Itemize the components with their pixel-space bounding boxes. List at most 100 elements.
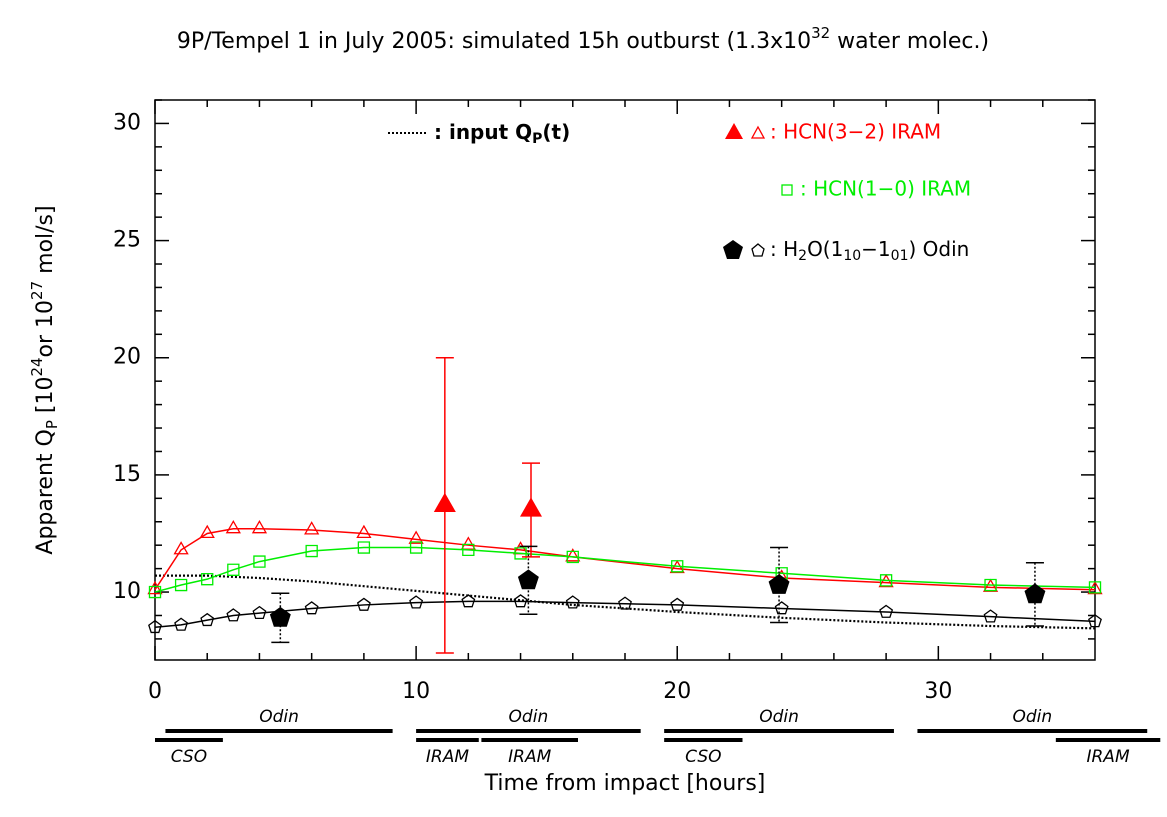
marker (879, 574, 893, 587)
window-label: CSO (685, 747, 721, 767)
x-tick-label: 10 (402, 679, 430, 704)
marker (252, 605, 267, 620)
window-label: IRAM (508, 747, 551, 767)
title-sup: 32 (811, 24, 830, 42)
series-line (154, 546, 1096, 593)
legend-label: : HCN(1−0) IRAM (800, 177, 971, 201)
window-label: Odin (509, 707, 549, 727)
marker (1088, 614, 1102, 628)
window-label: CSO (171, 747, 207, 767)
series-line (155, 574, 1096, 630)
y-axis-label: Apparent QP [1024or 1027 mol/s] (28, 205, 61, 554)
window-label: IRAM (1086, 747, 1129, 767)
legend-label: : input QP(t) (434, 120, 570, 148)
legend-label: : HCN(3−2) IRAM (770, 120, 941, 144)
y-tick-label: 25 (113, 228, 141, 253)
series-line (154, 528, 1096, 591)
legend-sub: 10 (843, 248, 861, 264)
marker (566, 550, 579, 564)
window-label: Odin (259, 707, 299, 727)
marker (148, 585, 162, 599)
marker (461, 594, 476, 608)
legend-part: : H (770, 237, 798, 261)
legend-label: : H2O(110−101) Odin (770, 237, 969, 265)
x-tick-label: 20 (663, 679, 691, 704)
marker (304, 601, 319, 615)
marker (768, 574, 790, 594)
y-tick-label: 15 (113, 462, 141, 487)
legend-part: (t) (542, 120, 570, 144)
marker (513, 594, 528, 608)
marker (174, 578, 188, 592)
legend-part: : input Q (434, 120, 532, 144)
marker (356, 524, 372, 539)
ylabel-sup: 24 (28, 357, 46, 376)
marker (462, 543, 475, 557)
legend-marker (723, 240, 743, 259)
marker (147, 580, 163, 595)
x-axis-label: Time from impact [hours] (484, 771, 766, 796)
error-bar (1025, 562, 1044, 627)
marker (305, 544, 318, 558)
legend-part: ) Odin (908, 237, 969, 261)
marker (670, 597, 685, 611)
marker (200, 612, 215, 627)
marker (1088, 581, 1102, 594)
marker (671, 560, 684, 573)
ylabel-part: [10 (33, 377, 58, 421)
marker (983, 609, 998, 623)
marker (199, 524, 215, 539)
window-label: IRAM (426, 747, 469, 767)
marker (409, 595, 424, 609)
legend-sub: P (532, 131, 542, 147)
marker (565, 595, 580, 609)
ylabel-sup: 27 (28, 281, 46, 300)
marker (408, 530, 424, 544)
x-tick-label: 0 (148, 679, 162, 704)
marker (356, 597, 371, 611)
marker (514, 547, 527, 560)
ylabel-part: mol/s] (33, 205, 58, 280)
marker (227, 563, 240, 576)
marker (173, 541, 189, 555)
marker (775, 567, 788, 580)
y-tick-label: 30 (113, 110, 141, 135)
marker (304, 521, 320, 535)
ylabel-part: or 10 (33, 300, 58, 358)
window-label: Odin (759, 707, 799, 727)
marker (409, 541, 423, 554)
marker (774, 601, 789, 615)
marker (174, 617, 189, 631)
y-tick-label: 20 (113, 345, 141, 370)
marker (460, 536, 476, 550)
marker (1024, 583, 1046, 604)
marker (618, 596, 632, 610)
title-part: water molec.) (830, 29, 989, 54)
marker (226, 608, 241, 622)
marker (269, 606, 291, 627)
legend-marker (781, 184, 793, 196)
series-line (154, 600, 1096, 628)
marker (251, 520, 268, 534)
marker (517, 569, 539, 590)
chart-title: 9P/Tempel 1 in July 2005: simulated 15h … (177, 24, 989, 55)
marker (357, 541, 371, 554)
window-label: Odin (1012, 707, 1052, 727)
legend-part: −1 (861, 237, 890, 261)
marker (148, 619, 162, 634)
marker (520, 497, 542, 517)
legend-sub: 2 (798, 248, 807, 264)
y-tick-label: 10 (113, 579, 141, 604)
marker (984, 578, 997, 592)
title-part: 9P/Tempel 1 in July 2005: simulated 15h … (177, 29, 811, 54)
legend-marker (751, 243, 765, 257)
legend-sub: 01 (891, 248, 909, 264)
marker (879, 604, 894, 618)
marker (433, 492, 456, 512)
ylabel-part: Apparent Q (33, 429, 58, 554)
marker (201, 572, 214, 586)
marker (565, 548, 581, 562)
ylabel-sub: P (43, 420, 61, 429)
legend-part: O(1 (807, 237, 843, 261)
